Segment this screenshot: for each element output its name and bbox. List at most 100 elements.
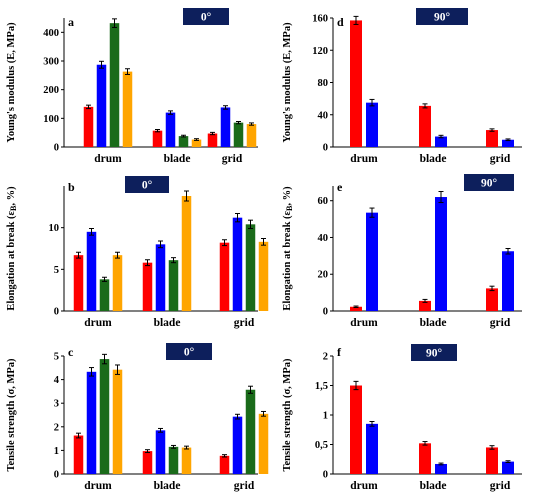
bar	[96, 64, 107, 147]
category-label: drum	[350, 317, 378, 329]
bar	[142, 451, 153, 474]
bar	[112, 255, 123, 311]
y-tick-label: 0	[54, 470, 59, 481]
bar	[366, 102, 378, 147]
bar	[220, 107, 231, 147]
y-tick-label: 40	[318, 233, 329, 244]
panel-letter: c	[68, 345, 74, 359]
panel-d: 0 40 80 120 160 Young's modulus (E, MPa) drum b…	[282, 8, 522, 165]
bar	[73, 255, 84, 311]
bar	[99, 359, 110, 474]
y-tick-label: 40	[318, 110, 329, 121]
bar	[486, 130, 498, 147]
bar	[245, 224, 256, 311]
y-tick-label: 0	[54, 307, 59, 318]
y-tick-label: 10	[49, 223, 60, 234]
category-label: blade	[420, 480, 447, 492]
y-tick-label: 4	[54, 375, 60, 386]
panel-letter: a	[68, 15, 74, 29]
angle-badge-label: 90°	[434, 12, 451, 24]
bar	[486, 288, 498, 311]
bar	[219, 455, 230, 474]
category-label: drum	[84, 480, 112, 492]
angle-badge-label: 0°	[184, 347, 195, 359]
bar	[350, 20, 362, 148]
category-label: grid	[490, 317, 511, 329]
angle-badge-label: 0°	[201, 12, 212, 24]
bar	[191, 139, 202, 147]
y-tick-label: 60	[318, 196, 329, 207]
y-tick-label: 20	[318, 270, 329, 281]
bar	[86, 371, 97, 474]
category-label: blade	[420, 153, 447, 165]
category-label: drum	[84, 317, 112, 329]
bar	[502, 251, 514, 311]
bar	[83, 106, 94, 147]
bar	[486, 447, 498, 474]
y-tick-label: 0	[54, 143, 59, 154]
category-label: blade	[164, 153, 191, 165]
bar	[502, 139, 514, 147]
bar	[419, 443, 431, 474]
angle-badge	[416, 8, 468, 25]
bar	[350, 306, 362, 311]
bar	[435, 136, 447, 147]
bar	[366, 212, 378, 311]
y-axis-title: Elongation at break (εB, %)	[282, 186, 294, 311]
y-axis-title: Young's modulus (E, MPa)	[282, 22, 293, 143]
y-tick-label: 5	[54, 265, 59, 276]
bar	[86, 231, 97, 311]
category-label: blade	[154, 480, 181, 492]
bar	[232, 217, 243, 311]
bar	[258, 241, 269, 311]
y-tick-label: 3	[54, 399, 59, 410]
y-tick-label: 5	[54, 352, 59, 363]
bar	[246, 124, 257, 147]
category-label: blade	[154, 317, 181, 329]
bar	[181, 447, 192, 474]
panel-a: 0 100 200 300 400 Young's modulus (E, MPa) dru…	[6, 8, 258, 165]
panel-c: 0 1 2 3 4 5 Tensile strength (σ, MPa) drum blade…	[6, 343, 269, 492]
bar	[435, 463, 447, 474]
angle-badge-label: 0°	[142, 180, 153, 192]
y-axis-title: Elongation at break (εB, %)	[6, 186, 18, 311]
angle-badge-label: 90°	[481, 178, 498, 190]
y-tick-label: 0	[323, 307, 328, 318]
y-tick-label: 1	[323, 411, 328, 422]
bar	[232, 416, 243, 474]
y-tick-label: 120	[312, 46, 328, 57]
panel-letter: b	[68, 180, 75, 194]
bar	[155, 244, 166, 311]
bar	[122, 71, 133, 147]
bar	[181, 196, 192, 311]
category-label: grid	[490, 153, 511, 165]
y-tick-label: 200	[43, 85, 59, 96]
bar	[233, 122, 244, 147]
angle-badge	[183, 8, 229, 25]
panel-b: 0 5 10 Elongation at break (εB, %) drum blade…	[6, 176, 269, 329]
category-label: blade	[420, 317, 447, 329]
category-label: grid	[490, 480, 511, 492]
y-tick-label: 0	[323, 143, 328, 154]
bar	[168, 260, 179, 311]
y-tick-label: 1	[54, 446, 59, 457]
bar	[142, 262, 153, 311]
y-tick-label: 2	[54, 422, 59, 433]
bar	[245, 389, 256, 474]
bar	[350, 385, 362, 474]
category-label: grid	[234, 317, 255, 329]
y-axis-title: Young's modulus (E, MPa)	[6, 22, 17, 143]
bar	[165, 112, 176, 147]
category-label: grid	[234, 480, 255, 492]
y-tick-label: 300	[43, 57, 59, 68]
angle-badge	[166, 343, 212, 360]
category-label: drum	[350, 480, 378, 492]
bar	[73, 435, 84, 474]
angle-badge-label: 90°	[426, 348, 443, 360]
bar	[152, 130, 163, 147]
bar	[419, 300, 431, 311]
angle-badge	[411, 344, 457, 361]
panel-letter: e	[337, 180, 343, 194]
y-tick-label: 160	[312, 14, 328, 25]
